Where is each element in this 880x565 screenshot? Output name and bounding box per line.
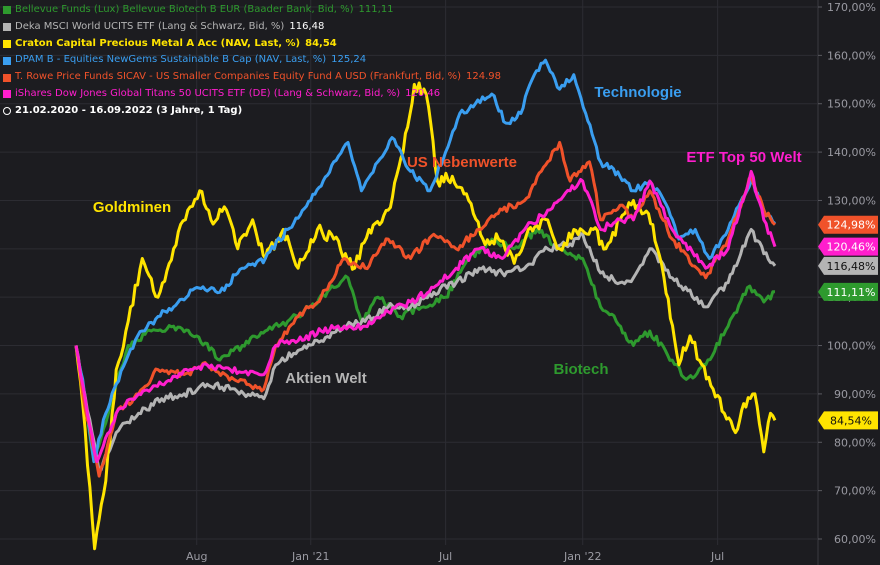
clock-icon bbox=[3, 107, 11, 116]
x-tick-label: Aug bbox=[186, 550, 207, 563]
y-tick-label: 140,00% bbox=[827, 146, 876, 159]
y-tick-label: 160,00% bbox=[827, 49, 876, 62]
legend-item[interactable]: DPAM B - Equities NewGems Sustainable B … bbox=[3, 52, 501, 69]
badge-shape bbox=[818, 282, 878, 301]
legend-label: iShares Dow Jones Global Titans 50 UCITS… bbox=[15, 87, 401, 99]
last-value-badge: 111,11% bbox=[818, 282, 878, 301]
legend-swatch bbox=[3, 90, 11, 99]
legend-label: T. Rowe Price Funds SICAV - US Smaller C… bbox=[15, 71, 461, 83]
legend-label: Deka MSCI World UCITS ETF (Lang & Schwar… bbox=[15, 20, 285, 32]
annotation-label: US Nebenwerte bbox=[407, 154, 517, 171]
legend-value: 84,54 bbox=[305, 37, 337, 49]
x-tick-label: Jan '21 bbox=[291, 550, 329, 563]
y-tick-label: 150,00% bbox=[827, 98, 876, 111]
badge-shape bbox=[818, 215, 878, 234]
x-axis: Aug Jan '21 Jul Jan '22 Jul bbox=[186, 550, 724, 563]
last-value-badge: 116,48% bbox=[818, 256, 878, 275]
period-row: 21.02.2020 - 16.09.2022 (3 Jahre, 1 Tag) bbox=[3, 103, 501, 120]
badge-shape bbox=[818, 237, 878, 256]
badge-shape bbox=[818, 256, 878, 275]
legend-swatch bbox=[3, 39, 11, 48]
y-axis: 60,00%70,00%80,00%90,00%100,00%110,00%12… bbox=[818, 1, 876, 546]
annotation-label: Goldminen bbox=[93, 199, 171, 216]
badge-shape bbox=[818, 411, 878, 430]
y-tick-label: 170,00% bbox=[827, 1, 876, 14]
legend-value: 124.98 bbox=[465, 71, 501, 83]
series-layer bbox=[74, 58, 777, 551]
x-tick-label: Jan '22 bbox=[563, 550, 601, 563]
series-line bbox=[74, 228, 776, 464]
y-tick-label: 60,00% bbox=[834, 533, 876, 546]
annotation-label: ETF Top 50 Welt bbox=[686, 149, 801, 166]
y-tick-label: 80,00% bbox=[834, 436, 876, 449]
legend-item[interactable]: T. Rowe Price Funds SICAV - US Smaller C… bbox=[3, 69, 501, 86]
legend-value: 116,48 bbox=[289, 20, 325, 32]
y-tick-label: 130,00% bbox=[827, 194, 876, 207]
y-tick-label: 90,00% bbox=[834, 388, 876, 401]
period-label: 21.02.2020 - 16.09.2022 (3 Jahre, 1 Tag) bbox=[15, 104, 243, 116]
legend-swatch bbox=[3, 6, 11, 15]
legend-item[interactable]: iShares Dow Jones Global Titans 50 UCITS… bbox=[3, 86, 501, 103]
legend-item[interactable]: Craton Capital Precious Metal A Acc (NAV… bbox=[3, 36, 501, 53]
legend: Bellevue Funds (Lux) Bellevue Biotech B … bbox=[3, 2, 501, 120]
legend-label: Craton Capital Precious Metal A Acc (NAV… bbox=[15, 37, 301, 49]
series-line bbox=[74, 58, 776, 464]
badge-label: 84,54% bbox=[830, 414, 872, 427]
badge-label: 116,48% bbox=[827, 260, 876, 273]
annotation-label: Biotech bbox=[553, 361, 608, 378]
series-line bbox=[74, 228, 777, 473]
x-tick-label: Jul bbox=[710, 550, 724, 563]
annotation-label: Technologie bbox=[594, 84, 681, 101]
legend-label: DPAM B - Equities NewGems Sustainable B … bbox=[15, 54, 327, 66]
legend-item[interactable]: Deka MSCI World UCITS ETF (Lang & Schwar… bbox=[3, 19, 501, 36]
legend-value: 125,24 bbox=[331, 54, 367, 66]
series-line bbox=[74, 169, 777, 464]
last-value-badge: 84,54% bbox=[818, 411, 878, 430]
last-value-badge: 124,98% bbox=[818, 215, 878, 234]
series-line bbox=[74, 81, 777, 551]
last-value-badge: 120,46% bbox=[818, 237, 878, 256]
x-tick-label: Jul bbox=[438, 550, 452, 563]
badge-label: 111,11% bbox=[827, 286, 876, 299]
y-tick-label: 100,00% bbox=[827, 340, 876, 353]
badge-label: 124,98% bbox=[827, 219, 876, 232]
legend-value: 120,46 bbox=[405, 87, 441, 99]
annotation-layer: Goldminen Technologie US Nebenwerte ETF Top… bbox=[93, 84, 802, 387]
last-value-badges: 111,11% 116,48% 84,54% 124,98% 120,46% bbox=[818, 215, 878, 430]
legend-swatch bbox=[3, 73, 11, 82]
legend-item[interactable]: Bellevue Funds (Lux) Bellevue Biotech B … bbox=[3, 2, 501, 19]
legend-label: Bellevue Funds (Lux) Bellevue Biotech B … bbox=[15, 4, 354, 15]
annotation-label: Aktien Welt bbox=[285, 370, 366, 387]
y-tick-label: 70,00% bbox=[834, 485, 876, 498]
badge-label: 120,46% bbox=[827, 241, 876, 254]
legend-swatch bbox=[3, 56, 11, 65]
grid-layer bbox=[0, 0, 819, 565]
legend-value: 111,11 bbox=[358, 4, 394, 15]
legend-swatch bbox=[3, 23, 11, 32]
